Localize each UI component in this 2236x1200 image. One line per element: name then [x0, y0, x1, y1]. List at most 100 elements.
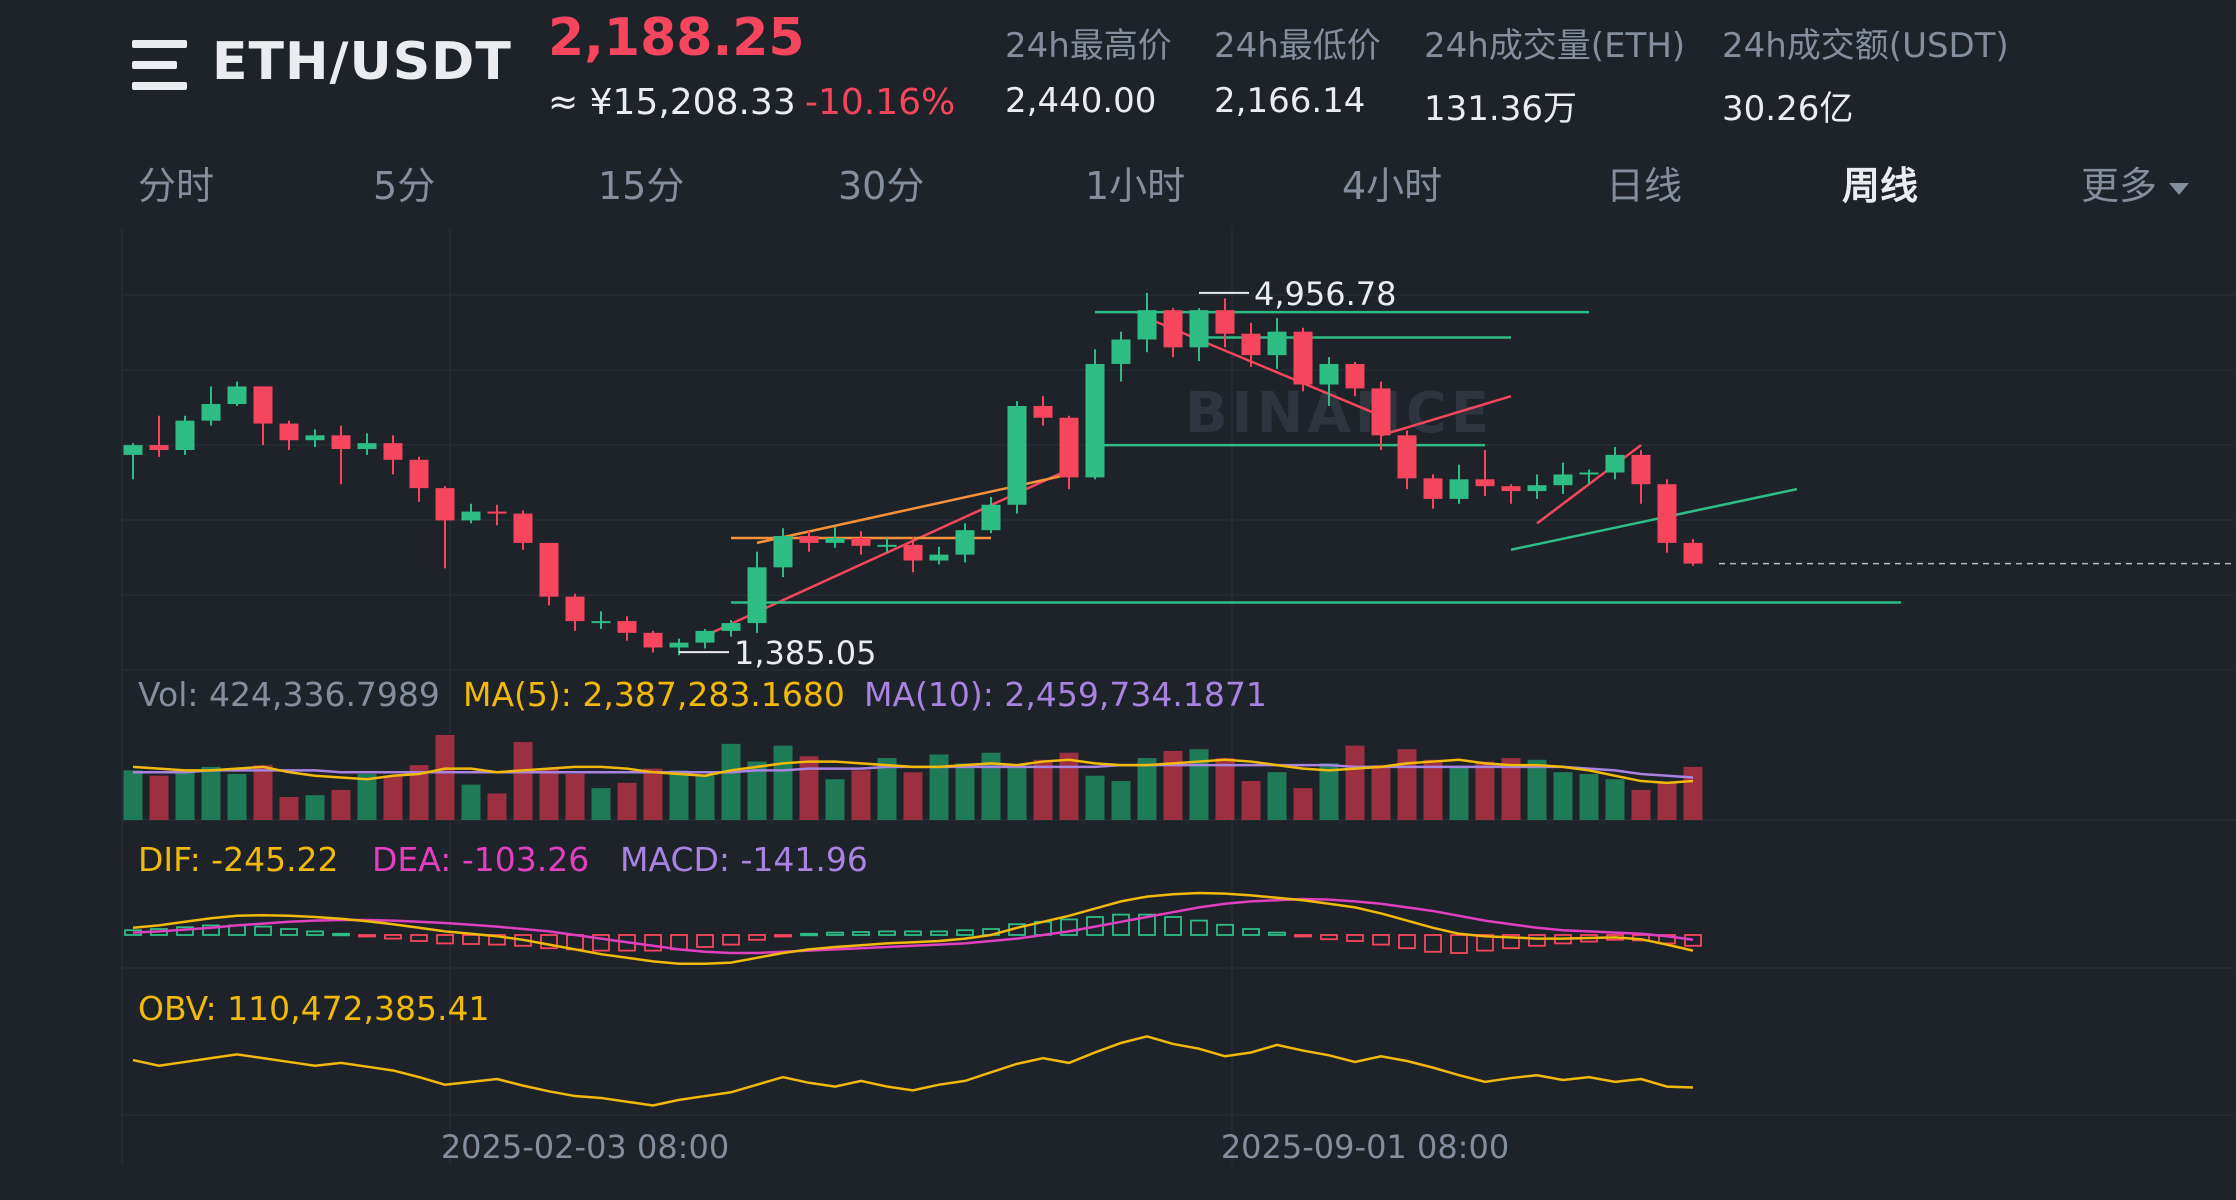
macd-histogram-bar	[358, 934, 376, 938]
volume-bar	[1033, 759, 1053, 820]
candle	[1371, 381, 1391, 450]
volume-bar	[461, 784, 481, 820]
macd-histogram-bar	[384, 934, 402, 940]
vol-ma10-label: MA(10): 2,459,734.1871	[864, 675, 1267, 714]
volume-bar	[227, 773, 247, 820]
volume-bar	[721, 743, 741, 820]
volume-bar	[877, 758, 897, 820]
macd-histogram-bar	[826, 931, 844, 936]
candle-body	[1527, 485, 1547, 492]
candle-body	[1319, 363, 1339, 385]
macd-histogram-bar	[1242, 928, 1260, 936]
tab-15m[interactable]: 15分	[598, 164, 685, 208]
candle	[461, 503, 481, 524]
macd-histogram-bar	[904, 930, 922, 936]
candle-body	[981, 504, 1001, 531]
candle	[253, 386, 273, 446]
candle	[773, 528, 793, 578]
tab-1h[interactable]: 1小时	[1085, 164, 1186, 208]
tab-time-sharing[interactable]: 分时	[138, 164, 215, 208]
candle-body	[1553, 474, 1573, 486]
volume-bar	[1345, 745, 1365, 820]
candles	[123, 292, 1703, 656]
macd-histogram-bar	[592, 934, 610, 952]
tab-1d[interactable]: 日线	[1606, 164, 1683, 208]
candle-body	[955, 530, 975, 555]
candle	[1319, 357, 1339, 406]
candle	[1189, 308, 1209, 362]
candle-body	[1579, 472, 1599, 475]
volume-bar	[1059, 752, 1079, 820]
candle-body	[773, 536, 793, 568]
interval-tabs: 分时 5分 15分 30分 1小时 4小时 日线 周线 更多	[0, 155, 2236, 215]
candle-body	[539, 542, 559, 597]
candle-body	[617, 621, 637, 633]
volume-bar	[773, 745, 793, 820]
candle	[643, 630, 663, 653]
vol-label: Vol: 424,336.7989	[138, 675, 440, 714]
candle	[1163, 308, 1183, 358]
tab-more[interactable]: 更多	[2081, 155, 2190, 210]
candle	[1215, 298, 1235, 348]
candle-body	[591, 621, 611, 624]
tab-30m[interactable]: 30分	[838, 164, 925, 208]
tab-5m[interactable]: 5分	[373, 164, 436, 208]
volume-bar	[1163, 750, 1183, 820]
candle-body	[669, 642, 689, 648]
candle	[877, 538, 897, 553]
volume-bar	[1553, 772, 1573, 820]
stat-value: 30.26亿	[1722, 89, 1854, 129]
menu-icon[interactable]	[132, 40, 187, 90]
candle	[383, 435, 403, 475]
tab-more-label: 更多	[2081, 164, 2158, 208]
volume-bar	[279, 796, 299, 820]
macd-histogram-bar	[436, 934, 454, 945]
candle-body	[1111, 339, 1131, 364]
candle-body	[1631, 454, 1651, 485]
candle-body	[1683, 542, 1703, 564]
volume-bar	[1579, 773, 1599, 820]
obv-line	[132, 1035, 1694, 1107]
macd-histogram-bar	[1164, 916, 1182, 936]
candle-body	[279, 423, 299, 441]
volume-bar	[1189, 749, 1209, 820]
tab-1w[interactable]: 周线	[1842, 164, 1919, 208]
candle	[1111, 331, 1131, 382]
candle	[1527, 474, 1547, 499]
volume-bar	[981, 752, 1001, 820]
volume-bar	[1215, 758, 1235, 820]
chevron-down-icon	[2169, 182, 2190, 195]
candle-body	[1189, 310, 1209, 348]
volume-bar	[1657, 782, 1677, 820]
trading-pair[interactable]: ETH/USDT	[212, 32, 512, 92]
volume-bar	[695, 775, 715, 820]
volume-bar	[1423, 759, 1443, 820]
candle	[123, 443, 143, 480]
candle-body	[487, 511, 507, 514]
macd-pane	[124, 891, 1702, 966]
candle	[1605, 447, 1625, 480]
stat-24h-turnover: 24h成交额(USDT) 30.26亿	[1722, 18, 2009, 130]
macd-histogram-bar	[930, 930, 948, 936]
candle-body	[1657, 484, 1677, 543]
macd-histogram-bar	[462, 934, 480, 945]
macd-histogram-bar	[254, 925, 272, 936]
x-axis-label: 2025-02-03 08:00	[441, 1128, 729, 1166]
candle-body	[331, 435, 351, 450]
candle	[695, 628, 715, 649]
candle-body	[1501, 486, 1521, 492]
price-annotations: 4,956.78 1,385.05	[679, 275, 1397, 672]
candle-body	[435, 488, 455, 521]
macd-histogram-bar	[306, 930, 324, 936]
last-price: 2,188.25	[548, 8, 805, 68]
volume-bar	[1085, 775, 1105, 820]
tab-4h[interactable]: 4小时	[1342, 164, 1443, 208]
stat-value: 2,166.14	[1214, 81, 1366, 121]
volume-bar	[1111, 781, 1131, 820]
candle	[721, 620, 741, 637]
macd-histogram-bar	[1450, 934, 1468, 954]
candle	[331, 425, 351, 485]
stat-value: 2,440.00	[1005, 81, 1157, 121]
macd-histogram-bar	[1528, 934, 1546, 947]
